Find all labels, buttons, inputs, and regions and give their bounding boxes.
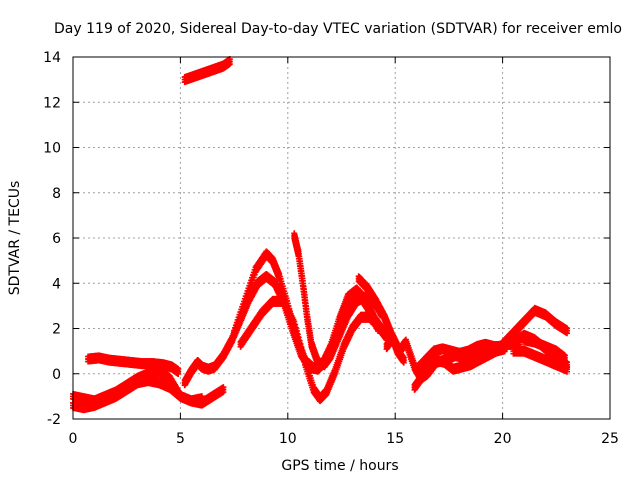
- series-track-b: [85, 352, 182, 377]
- data-points: [70, 56, 571, 414]
- grid-lines: [72, 56, 611, 420]
- data-point: [220, 389, 227, 396]
- chart-title: Day 119 of 2020, Sidereal Day-to-day VTE…: [54, 21, 622, 37]
- series-track-c: [70, 375, 205, 414]
- data-point: [175, 370, 182, 377]
- data-point: [198, 398, 205, 405]
